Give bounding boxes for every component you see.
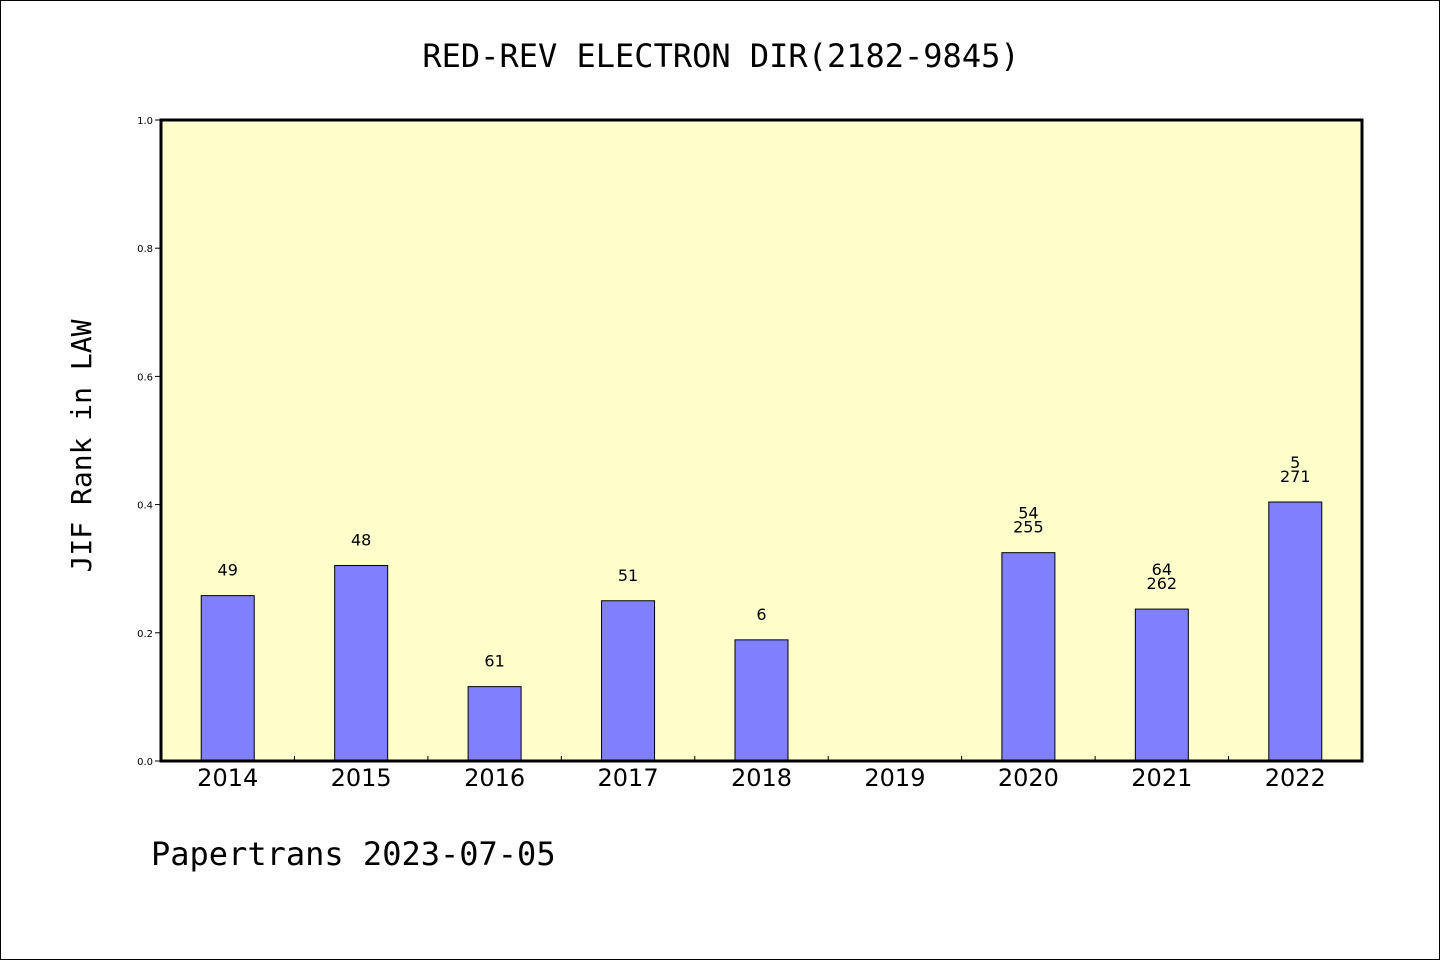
bar-data-label: 5 bbox=[1290, 453, 1300, 472]
bar-data-label: 262 bbox=[1147, 574, 1178, 593]
bar-2014 bbox=[200, 595, 255, 762]
bar-2015 bbox=[334, 564, 389, 762]
bar-data-label: 255 bbox=[1013, 518, 1044, 537]
bar-data-label: 49 bbox=[218, 561, 238, 580]
y-tick-label: 0.0 bbox=[137, 757, 153, 768]
y-tick-label: 0.8 bbox=[137, 244, 153, 255]
bar-2021 bbox=[1134, 608, 1189, 762]
chart-title: RED-REV ELECTRON DIR(2182-9845) bbox=[422, 37, 1019, 75]
footer-text: Papertrans 2023-07-05 bbox=[151, 835, 556, 873]
x-tick-label: 2022 bbox=[1265, 764, 1326, 792]
x-tick-label: 2019 bbox=[864, 764, 925, 792]
ticks-layer: 0.0 0.2 0.4 0.6 0.8 1.0 2014 2015 2016 2017 2018 20… bbox=[137, 116, 1326, 792]
bar-data-label: 271 bbox=[1280, 467, 1311, 486]
bar-data-label: 64 bbox=[1152, 560, 1172, 579]
bar-2020 bbox=[1001, 552, 1056, 762]
y-tick-label: 0.2 bbox=[137, 629, 153, 640]
x-tick-label: 2014 bbox=[197, 764, 258, 792]
x-tick-label: 2021 bbox=[1131, 764, 1192, 792]
x-tick-label: 2018 bbox=[731, 764, 792, 792]
bar-2018 bbox=[734, 639, 789, 762]
bars-layer bbox=[200, 501, 1323, 762]
plot-border bbox=[159, 118, 1364, 763]
bar-2016 bbox=[467, 686, 522, 762]
bar-2022 bbox=[1268, 501, 1323, 762]
y-tick-label: 1.0 bbox=[137, 116, 153, 127]
bar-data-label: 61 bbox=[484, 652, 504, 671]
x-tick-label: 2020 bbox=[998, 764, 1059, 792]
x-tick-label: 2016 bbox=[464, 764, 525, 792]
bar-data-label: 48 bbox=[351, 530, 371, 549]
bar-data-label: 6 bbox=[756, 605, 766, 624]
y-axis-label: JIF Rank in LAW bbox=[65, 319, 98, 572]
y-tick-label: 0.4 bbox=[137, 501, 153, 512]
y-tick-label: 0.6 bbox=[137, 372, 153, 383]
bar-2017 bbox=[601, 600, 656, 762]
bar-data-label: 54 bbox=[1018, 504, 1038, 523]
x-tick-label: 2015 bbox=[331, 764, 392, 792]
bar-data-label: 51 bbox=[618, 566, 638, 585]
x-tick-label: 2017 bbox=[598, 764, 659, 792]
